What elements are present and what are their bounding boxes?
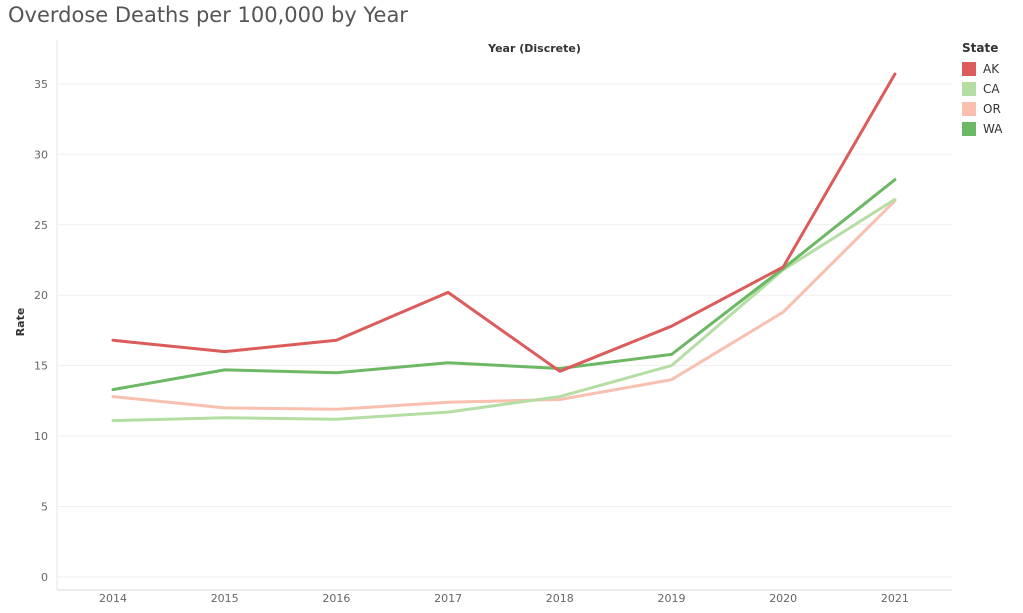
y-tick-label: 15 bbox=[34, 360, 48, 373]
legend-label: WA bbox=[983, 122, 1003, 136]
x-tick-label: 2017 bbox=[434, 592, 462, 605]
legend-label: AK bbox=[983, 62, 1000, 76]
series-line-wa bbox=[111, 178, 897, 392]
legend-label: CA bbox=[983, 82, 1000, 96]
x-tick-label: 2016 bbox=[322, 592, 350, 605]
x-tick-label: 2015 bbox=[211, 592, 239, 605]
x-tick-label: 2019 bbox=[658, 592, 686, 605]
y-tick-label: 5 bbox=[41, 501, 48, 514]
y-tick-label: 10 bbox=[34, 430, 48, 443]
legend-title: State bbox=[962, 41, 999, 55]
legend-swatch bbox=[962, 102, 976, 116]
y-tick-label: 0 bbox=[41, 571, 48, 584]
y-tick-label: 25 bbox=[34, 219, 48, 232]
series-line-or bbox=[111, 199, 897, 411]
legend-item-wa[interactable]: WA bbox=[962, 119, 1002, 139]
legend-item-or[interactable]: OR bbox=[962, 99, 1002, 119]
y-axis-title: Rate bbox=[14, 308, 27, 337]
legend-label: OR bbox=[983, 102, 1001, 116]
legend-swatch bbox=[962, 62, 976, 76]
legend-item-ca[interactable]: CA bbox=[962, 79, 1002, 99]
x-tick-label: 2020 bbox=[769, 592, 797, 605]
legend-swatch bbox=[962, 122, 976, 136]
x-tick-label: 2018 bbox=[546, 592, 574, 605]
x-tick-label: 2021 bbox=[881, 592, 909, 605]
legend-item-ak[interactable]: AK bbox=[962, 59, 1002, 79]
y-tick-label: 20 bbox=[34, 289, 48, 302]
legend: State AK CA OR WA bbox=[962, 41, 1002, 139]
x-axis-title: Year (Discrete) bbox=[487, 42, 581, 55]
series-line-ak bbox=[111, 72, 897, 373]
chart-title: Overdose Deaths per 100,000 by Year bbox=[8, 3, 408, 27]
legend-swatch bbox=[962, 82, 976, 96]
y-tick-label: 35 bbox=[34, 78, 48, 91]
y-tick-label: 30 bbox=[34, 148, 48, 161]
series-line-ca bbox=[111, 197, 897, 423]
x-tick-label: 2014 bbox=[99, 592, 127, 605]
